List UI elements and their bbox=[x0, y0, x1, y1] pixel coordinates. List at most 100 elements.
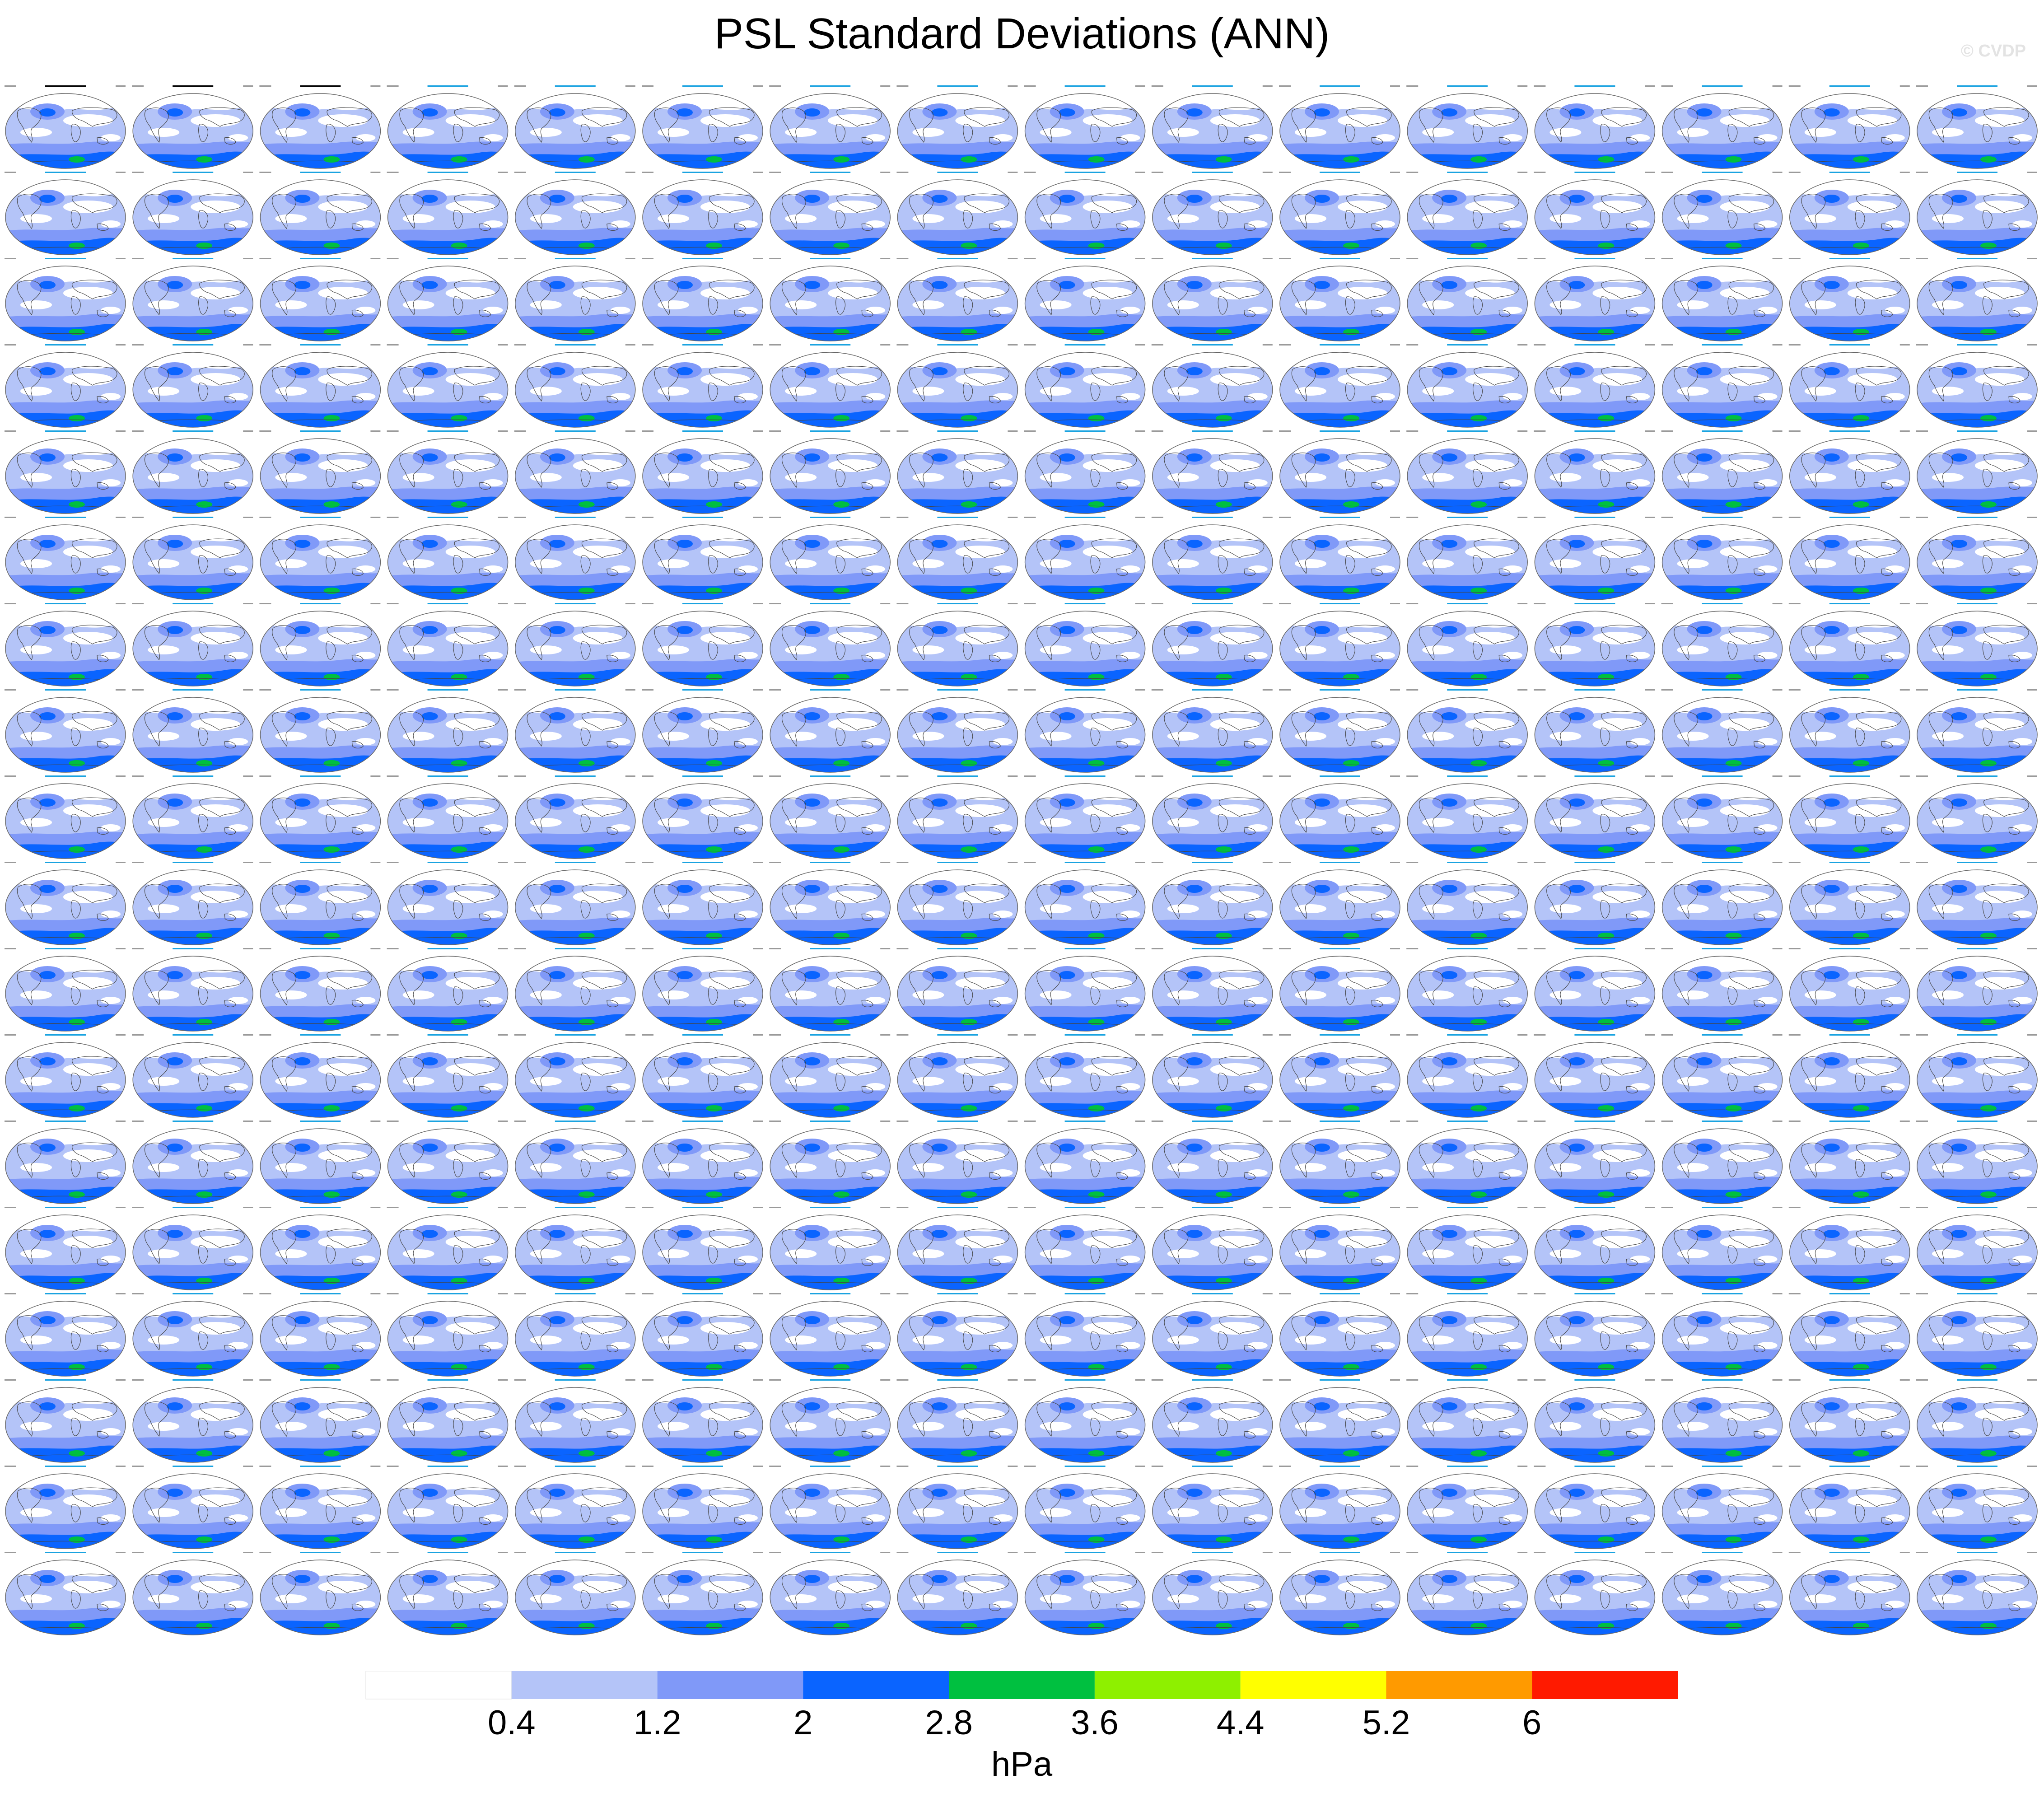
map-panel bbox=[387, 172, 509, 256]
map-panel bbox=[1661, 948, 1783, 1032]
map-panel bbox=[387, 689, 509, 773]
map-panel bbox=[1152, 1293, 1274, 1377]
map-panel bbox=[1916, 603, 2038, 687]
map-panel bbox=[387, 1293, 509, 1377]
map-panel bbox=[1279, 1379, 1401, 1463]
map-panel bbox=[1024, 344, 1146, 428]
map-panel bbox=[1152, 948, 1274, 1032]
map-panel bbox=[1406, 172, 1528, 256]
map-panel bbox=[132, 258, 254, 342]
map-panel bbox=[1789, 517, 1911, 601]
map-panel bbox=[1024, 1121, 1146, 1205]
map-panel bbox=[5, 344, 126, 428]
map-panel bbox=[1661, 775, 1783, 859]
map-panel bbox=[387, 85, 509, 169]
map-panel bbox=[1152, 258, 1274, 342]
map-panel bbox=[132, 1293, 254, 1377]
map-panel bbox=[1534, 689, 1656, 773]
map-panel bbox=[514, 1034, 636, 1118]
map-panel bbox=[1279, 1207, 1401, 1291]
map-panel bbox=[769, 430, 891, 514]
map-panel bbox=[514, 258, 636, 342]
map-panel bbox=[259, 689, 381, 773]
map-panel bbox=[132, 948, 254, 1032]
map-panel bbox=[1406, 603, 1528, 687]
map-panel bbox=[769, 1034, 891, 1118]
map-panel bbox=[642, 258, 764, 342]
colorbar-swatch bbox=[1532, 1671, 1678, 1699]
map-panel bbox=[1024, 1379, 1146, 1463]
map-panel bbox=[1916, 1552, 2038, 1636]
map-panel bbox=[1534, 603, 1656, 687]
map-panel bbox=[259, 1466, 381, 1550]
map-panel bbox=[1534, 258, 1656, 342]
map-panel bbox=[1279, 1293, 1401, 1377]
map-panel bbox=[1661, 430, 1783, 514]
map-panel bbox=[132, 517, 254, 601]
map-panel bbox=[1406, 1207, 1528, 1291]
colorbar-swatch bbox=[657, 1671, 803, 1699]
map-panel bbox=[769, 1207, 891, 1291]
map-panel bbox=[769, 862, 891, 946]
colorbar-unit-label: hPa bbox=[991, 1745, 1053, 1784]
map-panel bbox=[1789, 344, 1911, 428]
map-panel bbox=[1789, 1552, 1911, 1636]
map-panel bbox=[769, 1552, 891, 1636]
map-panel bbox=[1661, 1207, 1783, 1291]
map-panel bbox=[1152, 1121, 1274, 1205]
map-panel bbox=[1024, 1552, 1146, 1636]
map-panel bbox=[387, 862, 509, 946]
map-panel bbox=[132, 775, 254, 859]
map-panel bbox=[642, 862, 764, 946]
map-panel bbox=[769, 1466, 891, 1550]
map-panel bbox=[896, 775, 1018, 859]
map-panel bbox=[259, 1034, 381, 1118]
map-panel bbox=[1024, 258, 1146, 342]
colorbar-tick-label: 4.4 bbox=[1217, 1704, 1265, 1742]
map-panel bbox=[5, 1293, 126, 1377]
map-panel bbox=[514, 1379, 636, 1463]
map-panel bbox=[1152, 603, 1274, 687]
map-panel bbox=[1661, 172, 1783, 256]
map-panel bbox=[642, 517, 764, 601]
map-panel bbox=[896, 1379, 1018, 1463]
map-panel bbox=[1789, 258, 1911, 342]
map-panel bbox=[259, 775, 381, 859]
map-panel bbox=[1789, 1293, 1911, 1377]
map-panel bbox=[1534, 1293, 1656, 1377]
map-panel bbox=[259, 862, 381, 946]
map-panel bbox=[1916, 862, 2038, 946]
map-panel bbox=[642, 172, 764, 256]
map-panel bbox=[132, 1466, 254, 1550]
map-panel bbox=[5, 517, 126, 601]
map-panel bbox=[769, 1293, 891, 1377]
map-panel bbox=[642, 1379, 764, 1463]
map-panel bbox=[132, 1552, 254, 1636]
map-panel bbox=[769, 344, 891, 428]
map-panel bbox=[1534, 1121, 1656, 1205]
map-panel bbox=[896, 1293, 1018, 1377]
map-panel bbox=[769, 1379, 891, 1463]
colorbar-tick-label: 1.2 bbox=[634, 1704, 681, 1742]
map-panel bbox=[132, 862, 254, 946]
map-panel bbox=[1661, 1293, 1783, 1377]
colorbar-swatch bbox=[1386, 1671, 1532, 1699]
map-panel bbox=[642, 1207, 764, 1291]
map-panel bbox=[1916, 85, 2038, 169]
map-panel bbox=[1916, 1121, 2038, 1205]
map-panel bbox=[1661, 258, 1783, 342]
map-panel bbox=[1789, 1034, 1911, 1118]
map-panel bbox=[769, 85, 891, 169]
map-panel bbox=[1024, 517, 1146, 601]
map-panel bbox=[387, 1207, 509, 1291]
map-panel bbox=[642, 603, 764, 687]
map-panel bbox=[1024, 1034, 1146, 1118]
map-panel bbox=[5, 1121, 126, 1205]
map-panel bbox=[769, 689, 891, 773]
map-panel bbox=[514, 689, 636, 773]
map-panel bbox=[259, 603, 381, 687]
map-panel bbox=[1152, 1466, 1274, 1550]
map-panel bbox=[896, 85, 1018, 169]
map-panel bbox=[259, 258, 381, 342]
map-panel bbox=[514, 1552, 636, 1636]
